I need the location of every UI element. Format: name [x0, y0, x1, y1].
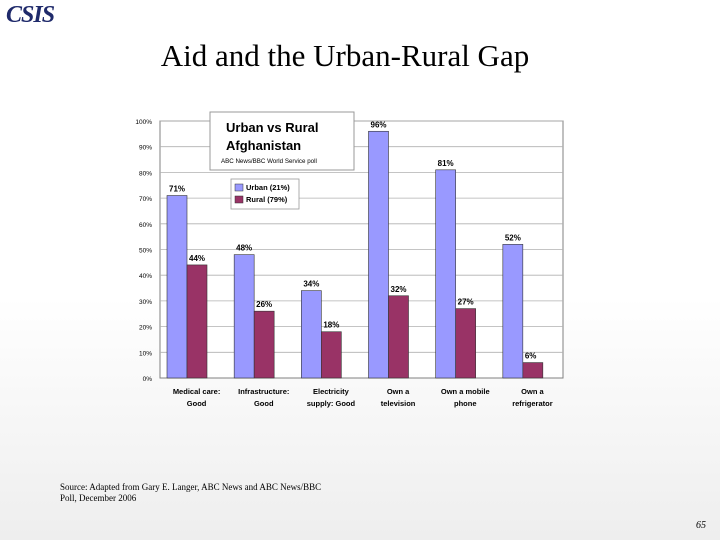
- y-tick-label: 0%: [143, 376, 153, 383]
- data-label: 81%: [438, 159, 454, 168]
- data-label: 52%: [505, 233, 521, 242]
- legend-swatch: [234, 183, 244, 192]
- bar-urban: [368, 130, 389, 379]
- x-category-label: Infrastructure:: [238, 387, 289, 396]
- y-tick-label: 100%: [135, 119, 152, 126]
- data-label: 44%: [189, 254, 205, 263]
- source-line-2: Poll, December 2006: [60, 493, 137, 503]
- bar-rural: [522, 362, 544, 379]
- bar-urban: [502, 244, 524, 379]
- chart-title-line-2: Afghanistan: [226, 138, 301, 153]
- bar-urban: [233, 254, 255, 379]
- chart-title-box: [209, 111, 355, 171]
- chart-subtitle: ABC News/BBC World Service poll: [221, 158, 317, 165]
- x-category-label: television: [381, 399, 416, 408]
- bar-urban: [435, 169, 456, 379]
- csis-logo: CSIS: [6, 2, 55, 28]
- x-category-label: refrigerator: [512, 399, 553, 408]
- bar-urban: [301, 290, 322, 379]
- x-category-label: phone: [454, 399, 477, 408]
- y-tick-label: 10%: [139, 350, 152, 357]
- data-label: 27%: [458, 298, 474, 307]
- y-tick-label: 60%: [139, 222, 152, 229]
- data-label: 96%: [371, 120, 387, 129]
- y-tick-label: 20%: [139, 325, 152, 332]
- y-tick-label: 30%: [139, 299, 152, 306]
- y-tick-label: 80%: [139, 170, 152, 177]
- data-label: 26%: [256, 300, 272, 309]
- y-tick-label: 90%: [139, 145, 152, 152]
- x-category-label: Good: [187, 399, 207, 408]
- x-category-label: Own a: [521, 387, 544, 396]
- bar-rural: [321, 331, 342, 379]
- legend-label: Urban (21%): [246, 183, 290, 192]
- y-tick-label: 40%: [139, 273, 152, 280]
- bar-chart: 0% 10% 20% 30% 40% 50% 60% 70% 80% 90% 100% 71% 44% M…: [135, 111, 564, 408]
- data-label: 18%: [323, 321, 339, 330]
- data-label: 71%: [169, 185, 185, 194]
- slide-title: Aid and the Urban-Rural Gap: [160, 38, 530, 73]
- chart-title-line-1: Urban vs Rural: [226, 120, 318, 135]
- source-line-1: Source: Adapted from Gary E. Langer, ABC…: [60, 482, 322, 492]
- bar-rural: [253, 310, 275, 379]
- data-label: 48%: [236, 244, 252, 253]
- bar-rural: [388, 295, 409, 379]
- legend-label: Rural (79%): [246, 195, 288, 204]
- y-tick-label: 50%: [139, 248, 152, 255]
- x-category-label: Own a: [387, 387, 410, 396]
- data-label: 34%: [303, 280, 319, 289]
- bar-rural: [186, 264, 208, 379]
- x-category-label: Good: [254, 399, 274, 408]
- x-category-label: Medical care:: [173, 387, 221, 396]
- page-number: 65: [696, 520, 706, 531]
- legend-swatch: [234, 195, 244, 204]
- x-category-label: supply: Good: [307, 399, 356, 408]
- bar-rural: [455, 308, 476, 379]
- data-label: 32%: [391, 285, 407, 294]
- data-label: 6%: [525, 352, 537, 361]
- source-note: Source: Adapted from Gary E. Langer, ABC…: [60, 482, 360, 504]
- x-category-label: Electricity: [313, 387, 350, 396]
- y-tick-label: 70%: [139, 196, 152, 203]
- x-category-label: Own a mobile: [441, 387, 490, 396]
- bar-urban: [166, 195, 188, 379]
